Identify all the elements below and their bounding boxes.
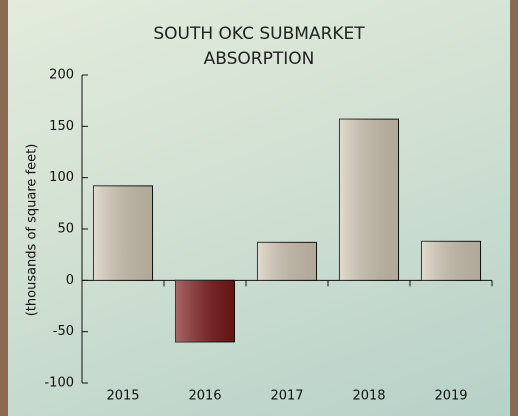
y-axis-label: (thousands of square feet) <box>25 144 40 317</box>
screen: (thousands of square feet) -100 -50 0 50 100… <box>0 0 518 416</box>
x-tick-label: 2015 <box>106 389 139 404</box>
x-tick-label: 2019 <box>434 389 467 404</box>
y-tick-label: 0 <box>66 273 74 288</box>
chart-title: SOUTH OKC SUBMARKET ABSORPTION <box>109 22 409 72</box>
x-tick-label: 2016 <box>188 389 221 404</box>
bar-shade <box>339 119 398 280</box>
bar-shade <box>93 186 152 280</box>
y-tick-label: 150 <box>49 119 74 134</box>
y-tick-label: -100 <box>44 376 74 391</box>
bar-shade <box>257 242 316 280</box>
x-tick-label: 2017 <box>270 389 303 404</box>
y-tick-label: 100 <box>49 170 74 185</box>
x-tick-label: 2018 <box>352 389 385 404</box>
bar-shade <box>175 280 234 342</box>
y-tick-label: 50 <box>57 222 74 237</box>
y-tick-label: -50 <box>53 324 74 339</box>
y-tick-label: 200 <box>49 68 74 83</box>
bar-shade <box>421 241 480 280</box>
